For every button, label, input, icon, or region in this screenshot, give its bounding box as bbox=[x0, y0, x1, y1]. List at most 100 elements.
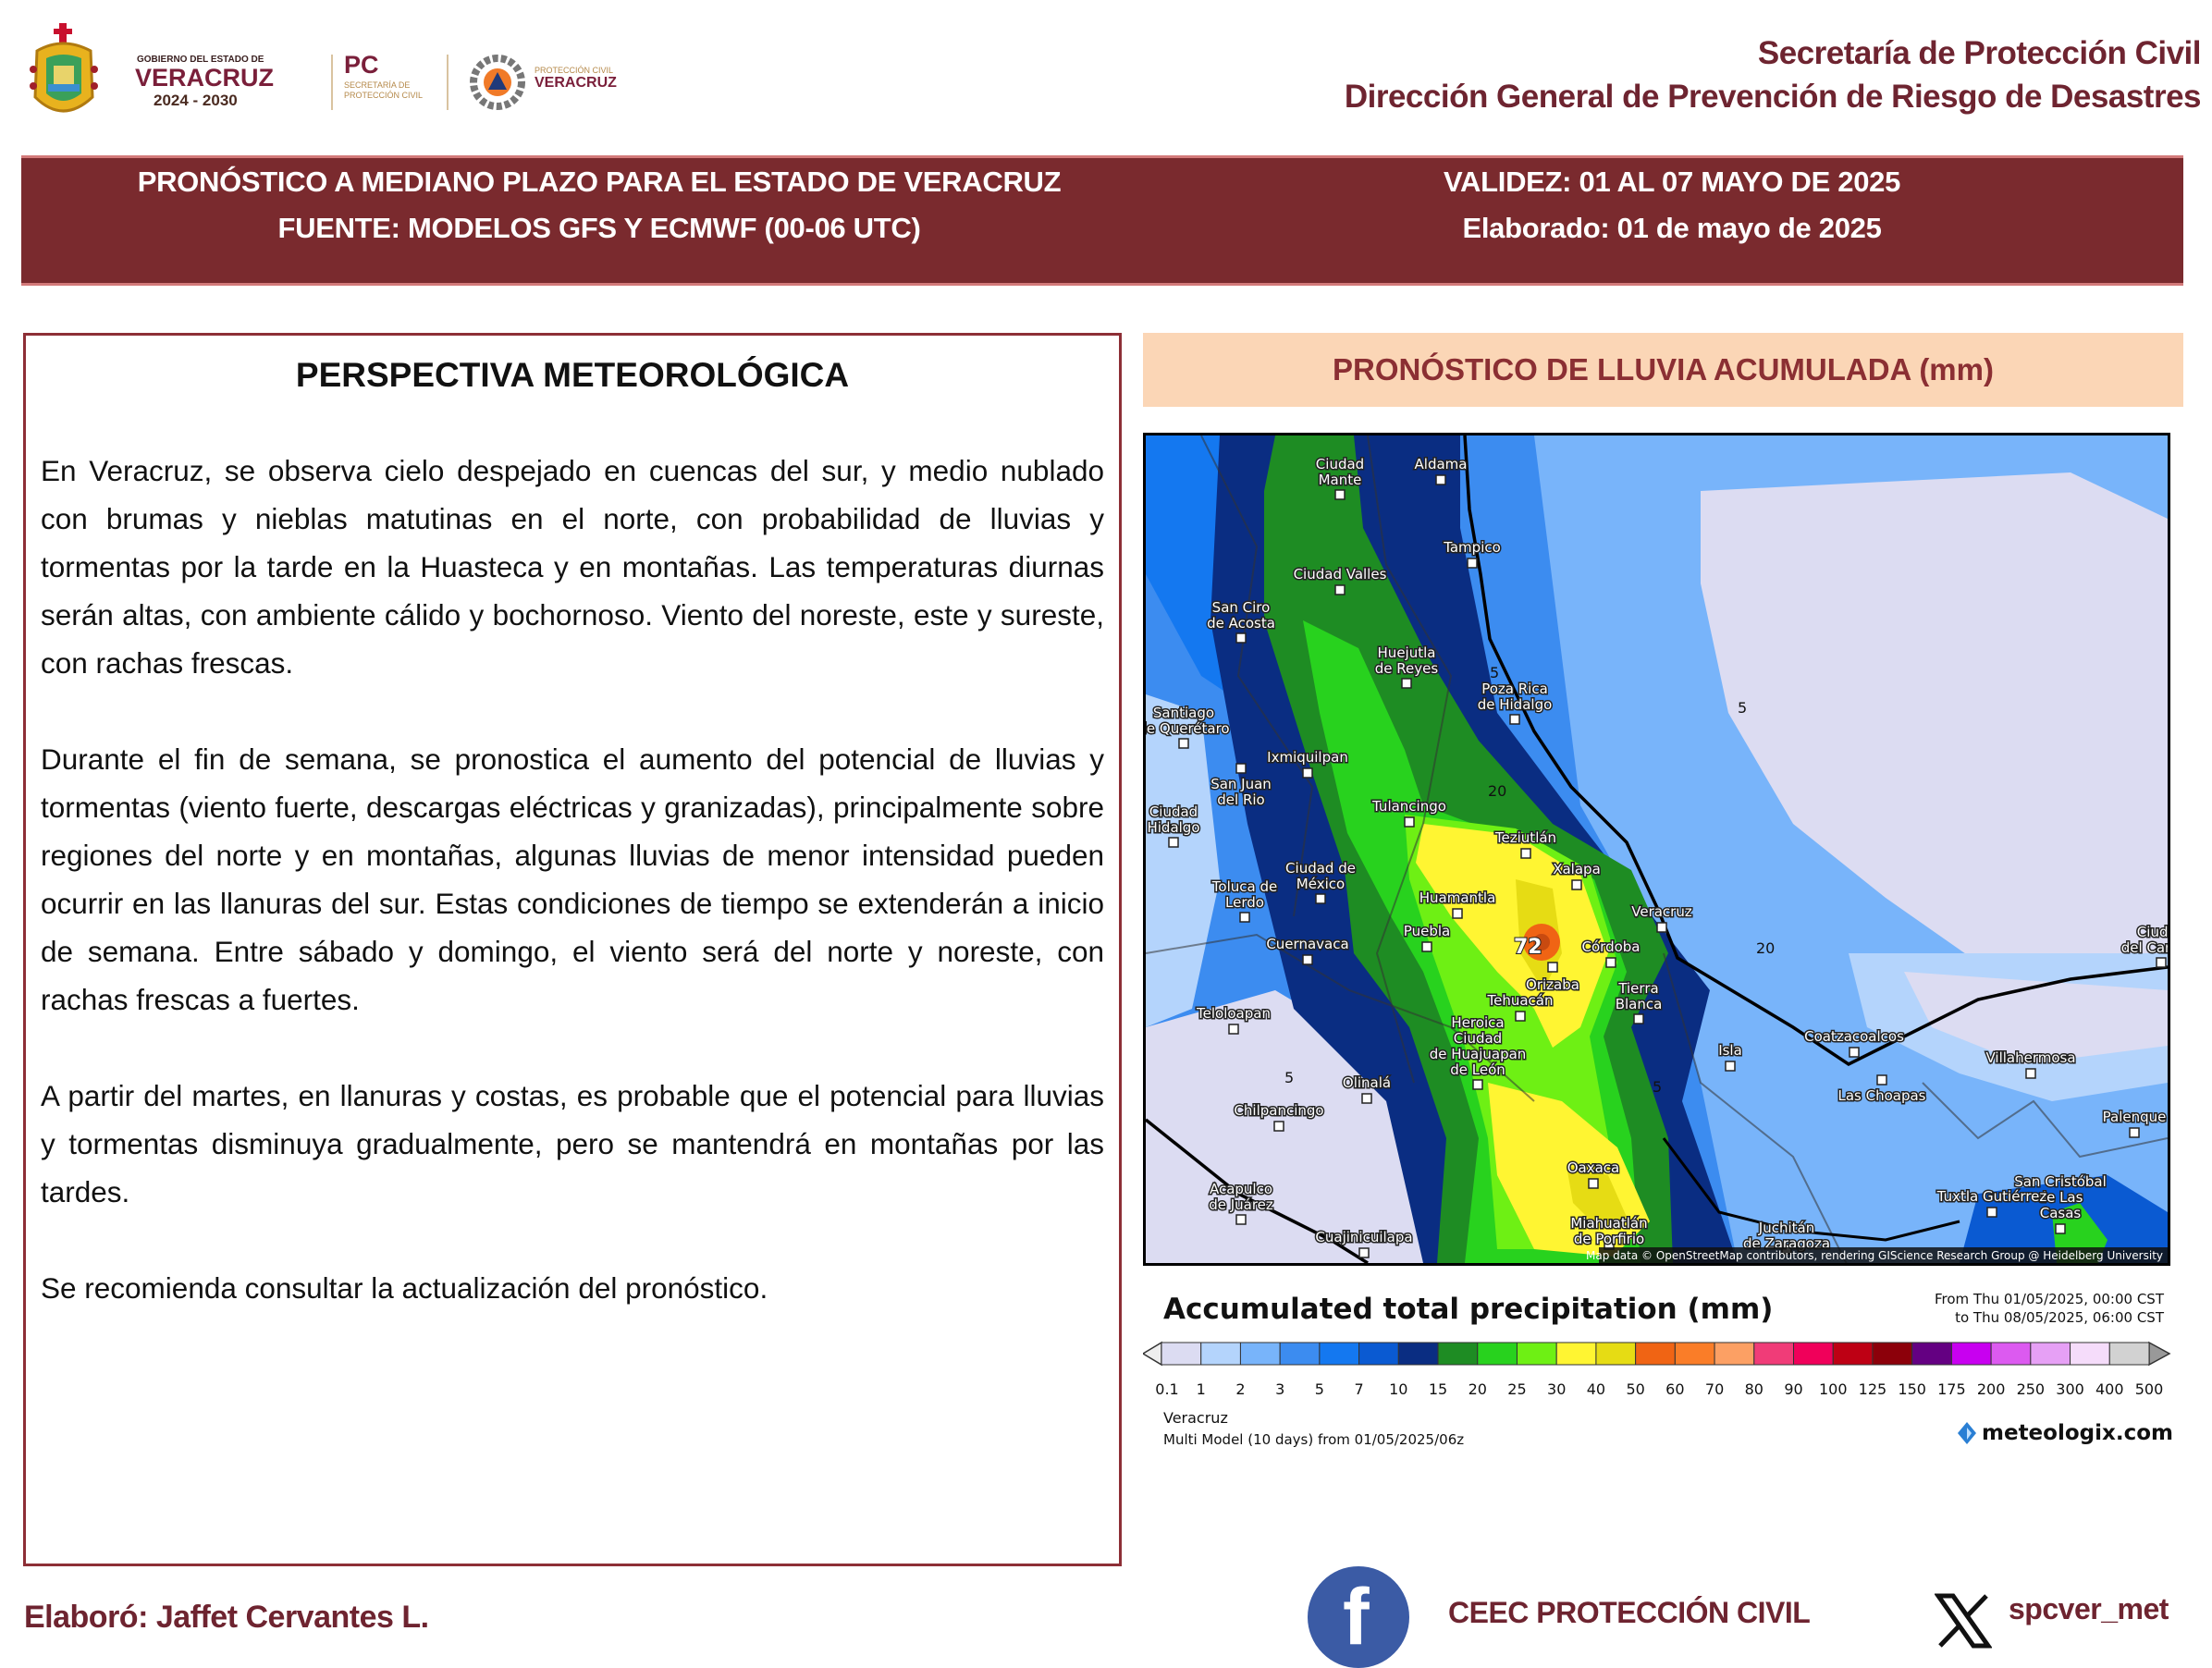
colorbar-tick-label: 50 bbox=[1626, 1380, 1644, 1398]
meteologix-brand: meteologix.com bbox=[1982, 1421, 2173, 1445]
city-label: Santiago bbox=[1153, 705, 1214, 721]
city-marker: Ciudaddel Carmen bbox=[2120, 923, 2168, 968]
city-square-icon bbox=[1168, 837, 1179, 848]
contour-label: 5 bbox=[1653, 1078, 1662, 1096]
pc-logo-small-2: PROTECCIÓN CIVIL bbox=[344, 91, 424, 100]
colorbar-tick-label: 250 bbox=[2017, 1380, 2046, 1398]
colorbar-cell bbox=[1793, 1342, 1834, 1366]
city-label: de Juárez bbox=[1209, 1196, 1273, 1213]
colorbar-cell bbox=[1477, 1342, 1518, 1366]
colorbar-cell bbox=[1753, 1342, 1795, 1366]
city-label: Veracruz bbox=[1631, 903, 1692, 920]
city-square-icon bbox=[1588, 1178, 1599, 1189]
city-square-icon bbox=[1435, 474, 1446, 485]
city-square-icon bbox=[2055, 1223, 2066, 1234]
city-marker: Tuxtla Gutiérrez bbox=[1935, 1187, 2048, 1218]
city-marker: Xalapa bbox=[1552, 860, 1602, 890]
city-label: de Las bbox=[2038, 1189, 2083, 1206]
city-label: Palenque bbox=[2103, 1109, 2167, 1125]
colorbar-tick-label: 25 bbox=[1507, 1380, 1526, 1398]
perspective-paragraph: Durante el fin de semana, se pronostica … bbox=[41, 742, 1104, 1016]
city-marker: Tulancingo bbox=[1370, 797, 1447, 828]
city-label: Ciudad bbox=[2137, 924, 2168, 940]
perspective-paragraph: En Veracruz, se observa cielo despejado … bbox=[41, 454, 1104, 680]
city-label: Xalapa bbox=[1553, 861, 1601, 877]
city-label: Lerdo bbox=[1225, 894, 1264, 911]
city-marker: Huamantla bbox=[1418, 889, 1497, 919]
city-label: Cuernavaca bbox=[1266, 936, 1348, 952]
colorbar-cell bbox=[1674, 1342, 1715, 1366]
city-marker: Teziutlán bbox=[1493, 828, 1558, 859]
org-name: Secretaría de Protección Civil bbox=[1757, 35, 2202, 71]
colorbar-cell bbox=[1714, 1342, 1755, 1366]
logo-strip: GOBIERNO DEL ESTADO DE VERACRUZ 2024 - 2… bbox=[28, 23, 638, 125]
city-marker: Ciudad Valles bbox=[1292, 565, 1388, 595]
facebook-account[interactable]: CEEC PROTECCIÓN CIVIL bbox=[1448, 1596, 1811, 1629]
city-square-icon bbox=[1467, 558, 1478, 569]
colorbar-cell bbox=[1437, 1342, 1479, 1366]
precip-area-40mm bbox=[1567, 1166, 1627, 1229]
city-square-icon bbox=[1273, 1121, 1284, 1132]
colorbar-tick-label: 400 bbox=[2095, 1380, 2124, 1398]
colorbar-tick-label: 175 bbox=[1937, 1380, 1966, 1398]
city-square-icon bbox=[1228, 1024, 1239, 1035]
meteologix-logo: meteologix.com bbox=[1956, 1420, 2173, 1446]
city-label: Las Choapas bbox=[1837, 1087, 1925, 1104]
city-marker: Olinalá bbox=[1341, 1073, 1393, 1104]
city-label: Mante bbox=[1319, 472, 1362, 488]
city-square-icon bbox=[1302, 954, 1313, 965]
perspective-paragraph: Se recomienda consultar la actualización… bbox=[41, 1271, 768, 1305]
legend-from-date: From Thu 01/05/2025, 00:00 CST bbox=[1934, 1291, 2164, 1307]
x-account[interactable]: spcver_met bbox=[2009, 1592, 2169, 1625]
city-square-icon bbox=[1725, 1061, 1736, 1072]
city-label: Huejutla bbox=[1378, 644, 1436, 661]
precip-area-30mm bbox=[1416, 824, 1608, 1048]
x-twitter-icon[interactable] bbox=[1935, 1592, 1992, 1650]
map-attribution: Map data © OpenStreetMap contributors, r… bbox=[1586, 1249, 2163, 1262]
city-marker: Puebla bbox=[1402, 922, 1452, 952]
city-label: Tehuacán bbox=[1487, 992, 1554, 1009]
colorbar-cell bbox=[1319, 1342, 1360, 1366]
city-square-icon bbox=[1509, 714, 1520, 725]
colorbar-tick-label: 70 bbox=[1705, 1380, 1724, 1398]
city-marker: Córdoba bbox=[1580, 938, 1641, 968]
precip-max-core bbox=[1533, 934, 1550, 951]
city-label: Acapulco bbox=[1210, 1181, 1272, 1197]
city-label: Teloloapan bbox=[1196, 1005, 1271, 1022]
colorbar-cell bbox=[1161, 1342, 1202, 1366]
colorbar-cell bbox=[2108, 1342, 2150, 1366]
city-square-icon bbox=[1605, 957, 1616, 968]
city-label: Aldama bbox=[1415, 456, 1468, 472]
city-marker: Cuajinicuilapa bbox=[1314, 1228, 1414, 1258]
city-label: Juchitán bbox=[1758, 1220, 1814, 1236]
city-label: Villahermosa bbox=[1985, 1049, 2075, 1066]
perspective-panel: PERSPECTIVA METEOROLÓGICA En Veracruz, s… bbox=[23, 333, 1122, 1566]
colorbar-tick-label: 7 bbox=[1355, 1380, 1364, 1398]
city-label: del Carmen bbox=[2121, 939, 2168, 956]
city-label: Ciudad bbox=[1149, 803, 1198, 820]
city-marker: Teloloapan bbox=[1195, 1004, 1272, 1035]
city-square-icon bbox=[1547, 962, 1558, 973]
city-label: Toluca de bbox=[1211, 878, 1277, 895]
city-label: del Rio bbox=[1217, 791, 1264, 808]
city-label: de Hidalgo bbox=[1478, 696, 1553, 713]
city-square-icon bbox=[1571, 879, 1582, 890]
precip-area-0-1mm bbox=[1701, 472, 2168, 963]
city-marker: Ixmiquilpan bbox=[1266, 748, 1349, 779]
facebook-icon[interactable]: f bbox=[1308, 1566, 1409, 1668]
city-square-icon bbox=[1404, 816, 1415, 828]
city-label: Ciudad bbox=[1316, 456, 1364, 472]
pc-logo-small-1: SECRETARÍA DE bbox=[344, 80, 411, 90]
city-square-icon bbox=[1235, 763, 1247, 774]
city-label: Chilpancingo bbox=[1234, 1102, 1323, 1119]
city-label: de Porfirio bbox=[1574, 1231, 1644, 1247]
colorbar-min-arrow bbox=[1143, 1341, 1162, 1367]
colorbar-cell bbox=[1950, 1342, 1992, 1366]
state-border bbox=[1663, 952, 1848, 1263]
state-border bbox=[1367, 435, 1453, 1084]
city-square-icon bbox=[1358, 1247, 1370, 1258]
